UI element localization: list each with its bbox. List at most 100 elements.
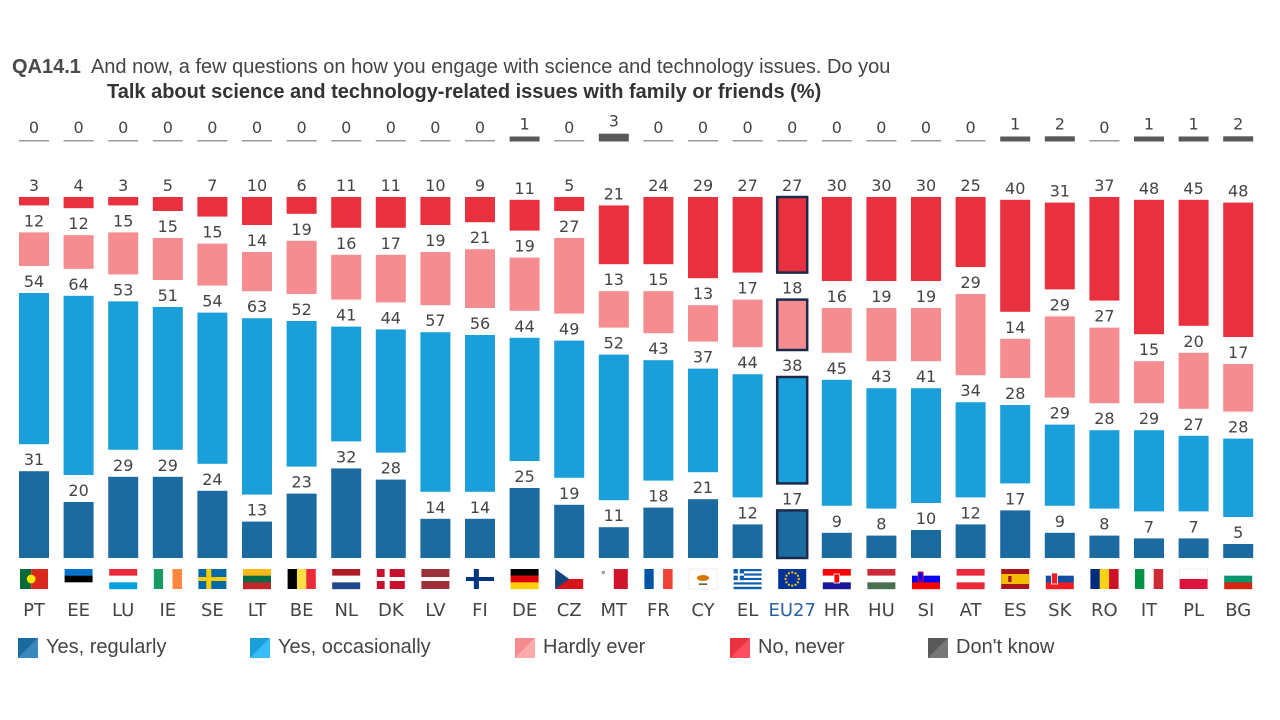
labels-layer: 3154123020641240295315302951155024541570… (24, 112, 1249, 542)
value-label-regularly-dk: 28 (381, 459, 401, 478)
value-label-regularly-sk: 9 (1055, 512, 1065, 531)
bar-occasionally-si (911, 388, 941, 503)
bar-dont-know-sk (1044, 136, 1075, 142)
value-label-dont-know-mt: 3 (609, 112, 619, 131)
category-label-hu: HU (868, 600, 895, 621)
chart-subtitle: Talk about science and technology-relate… (107, 81, 822, 103)
flag-at-icon (956, 569, 985, 590)
value-label-never-ie: 5 (163, 176, 173, 195)
category-label-nl: NL (334, 600, 358, 621)
value-label-never-el: 27 (737, 176, 757, 195)
bar-regularly-lv (420, 518, 451, 558)
value-label-hardly-eu27: 18 (782, 279, 802, 298)
bar-occasionally-hu (866, 388, 897, 509)
value-label-dont-know-hr: 0 (832, 118, 842, 137)
bar-dont-know-at (955, 140, 986, 142)
bar-dont-know-mt (598, 133, 629, 142)
bar-regularly-ee (63, 502, 94, 558)
bar-never-cy (688, 197, 718, 279)
category-label-hr: HR (824, 600, 850, 621)
value-label-hardly-nl: 16 (336, 234, 356, 253)
bar-hardly-fr (643, 291, 674, 334)
value-label-dont-know-eu27: 0 (787, 118, 797, 137)
value-label-never-it: 48 (1139, 179, 1159, 198)
bar-regularly-cy (688, 499, 718, 558)
bar-occasionally-lu (108, 301, 139, 450)
bar-occasionally-sk (1044, 424, 1075, 506)
value-label-hardly-be: 19 (291, 220, 311, 239)
value-label-occasionally-at: 34 (960, 381, 980, 400)
bar-hardly-sk (1044, 316, 1075, 398)
category-label-ro: RO (1091, 600, 1118, 621)
value-label-hardly-lu: 15 (113, 211, 133, 230)
value-label-regularly-ro: 8 (1099, 515, 1109, 534)
legend-label: Hardly ever (543, 636, 646, 658)
category-label-se: SE (201, 600, 224, 621)
value-label-occasionally-si: 41 (916, 367, 936, 386)
bar-dont-know-de (509, 136, 540, 142)
bar-never-at (955, 197, 986, 267)
category-label-lt: LT (248, 600, 268, 621)
legend-item-occasionally: Yes, occasionally (250, 636, 431, 659)
bar-occasionally-fi (465, 335, 495, 492)
value-label-regularly-de: 25 (514, 467, 534, 486)
chart-header: QA14.1 And now, a few questions on how yo… (12, 56, 1262, 104)
bar-hardly-pl (1178, 352, 1209, 409)
value-label-occasionally-de: 44 (514, 317, 534, 336)
value-label-never-mt: 21 (604, 184, 624, 203)
flags-layer (20, 568, 1253, 590)
value-label-dont-know-be: 0 (297, 118, 307, 137)
value-label-never-eu27: 27 (782, 176, 802, 195)
bar-dont-know-el (732, 140, 763, 142)
bar-never-cz (554, 197, 585, 211)
bar-never-de (509, 199, 540, 231)
flag-lv-icon (421, 569, 450, 589)
bar-regularly-mt (598, 527, 629, 558)
question-line: QA14.1 And now, a few questions on how yo… (12, 56, 1262, 79)
bar-never-ee (63, 197, 94, 209)
value-label-occasionally-it: 29 (1139, 409, 1159, 428)
value-label-occasionally-es: 28 (1005, 384, 1025, 403)
bar-occasionally-el (732, 374, 763, 498)
bar-hardly-lt (242, 252, 272, 292)
bar-hardly-ie (152, 238, 183, 280)
flag-se-icon (198, 569, 227, 589)
value-label-never-se: 7 (207, 176, 217, 195)
bar-never-es (1000, 199, 1031, 312)
value-label-occasionally-eu27: 38 (782, 356, 802, 375)
bar-hardly-dk (375, 254, 406, 303)
bar-never-lu (108, 197, 139, 206)
bar-hardly-lu (108, 232, 139, 275)
value-label-occasionally-cy: 37 (693, 348, 713, 367)
flag-pt-icon (20, 569, 48, 589)
flag-el-icon (733, 569, 762, 590)
value-label-regularly-fi: 14 (470, 498, 490, 517)
bar-regularly-es (1000, 510, 1031, 558)
category-label-pt: PT (23, 600, 46, 621)
bar-regularly-ie (152, 476, 183, 558)
value-label-dont-know-es: 1 (1010, 115, 1020, 134)
bar-dont-know-lv (420, 140, 451, 142)
value-label-dont-know-cz: 0 (564, 118, 574, 137)
value-label-never-pl: 45 (1183, 179, 1203, 198)
bar-regularly-se (197, 490, 228, 558)
bar-regularly-fr (643, 507, 674, 558)
legend-swatch (250, 637, 270, 658)
value-label-occasionally-lu: 53 (113, 280, 133, 299)
bar-never-se (197, 197, 228, 217)
bar-never-sk (1044, 202, 1075, 290)
value-label-hardly-at: 29 (960, 273, 980, 292)
bar-occasionally-mt (598, 354, 629, 501)
category-label-pl: PL (1183, 600, 1204, 621)
value-label-occasionally-pl: 27 (1183, 415, 1203, 434)
bar-hardly-nl (331, 254, 362, 300)
bar-hardly-se (197, 243, 228, 286)
bar-occasionally-dk (375, 329, 406, 453)
bar-occasionally-be (286, 321, 317, 467)
bar-hardly-de (509, 257, 540, 311)
bar-hardly-es (1000, 338, 1031, 378)
category-label-lu: LU (112, 600, 134, 621)
value-label-hardly-pl: 20 (1183, 332, 1203, 351)
question-id: QA14.1 (12, 56, 81, 78)
